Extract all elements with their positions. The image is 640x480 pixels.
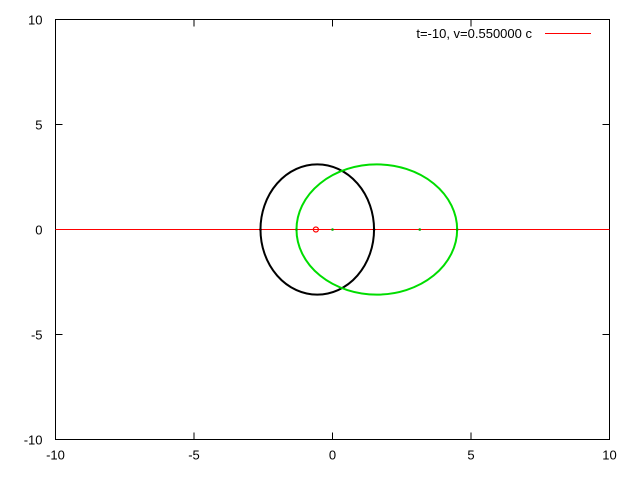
y-tick-label: -5 xyxy=(31,328,43,343)
y-tick-label: -10 xyxy=(24,433,43,448)
x-tick-label: -10 xyxy=(46,448,65,463)
y-tick-label: 5 xyxy=(35,118,42,133)
point-marker-1 xyxy=(331,228,334,231)
y-tick-label: 10 xyxy=(28,13,42,28)
x-tick-label: 0 xyxy=(329,448,336,463)
x-tick-label: -5 xyxy=(188,448,200,463)
legend-label: t=-10, v=0.550000 c xyxy=(416,26,532,41)
point-marker-5 xyxy=(295,228,298,231)
x-tick-label: 5 xyxy=(467,448,474,463)
x-tick-label: 10 xyxy=(602,448,616,463)
axis-ticks: -10 -5 0 5 10 -10 -5 0 5 10 xyxy=(24,13,617,463)
point-marker-6 xyxy=(455,228,459,231)
point-marker-0 xyxy=(312,226,319,233)
point-marker-3 xyxy=(259,228,262,231)
y-tick-label: 0 xyxy=(35,223,42,238)
point-marker-4 xyxy=(372,228,376,231)
legend: t=-10, v=0.550000 c xyxy=(416,26,591,41)
points-layer xyxy=(259,226,459,233)
point-marker-2 xyxy=(418,228,422,231)
